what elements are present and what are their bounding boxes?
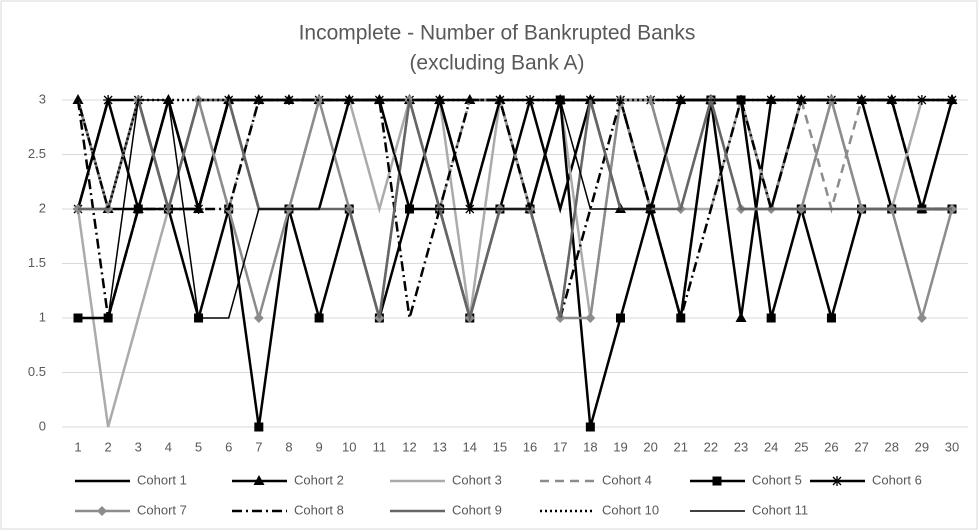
- legend-label: Cohort 2: [294, 472, 344, 487]
- marker: [766, 313, 776, 323]
- marker: [676, 313, 686, 323]
- chart-subtitle: (excluding Bank A): [409, 52, 584, 75]
- marker: [193, 204, 204, 214]
- marker: [494, 95, 505, 105]
- marker: [585, 422, 595, 432]
- x-tick-label: 13: [432, 439, 446, 454]
- x-tick-label: 1: [74, 439, 81, 454]
- legend-label: Cohort 11: [752, 502, 808, 517]
- x-tick-label: 28: [884, 439, 898, 454]
- marker: [645, 95, 656, 105]
- legend-marker: [253, 475, 265, 485]
- legend-label: Cohort 7: [137, 502, 187, 517]
- marker: [103, 95, 114, 105]
- x-tick-label: 10: [342, 439, 356, 454]
- marker: [735, 312, 747, 322]
- x-tick-label: 3: [135, 439, 142, 454]
- x-tick-label: 17: [553, 439, 567, 454]
- x-tick-label: 12: [402, 439, 416, 454]
- marker: [254, 422, 264, 432]
- x-tick-label: 2: [105, 439, 112, 454]
- x-tick-label: 25: [794, 439, 808, 454]
- legend-label: Cohort 1: [137, 472, 187, 487]
- legend-label: Cohort 4: [602, 472, 652, 487]
- marker: [253, 313, 264, 323]
- x-tick-label: 7: [255, 439, 262, 454]
- y-tick-label: 1.5: [28, 255, 46, 270]
- x-tick-label: 30: [945, 439, 959, 454]
- x-tick-label: 9: [315, 439, 322, 454]
- legend-marker: [712, 476, 722, 486]
- x-tick-label: 6: [225, 439, 232, 454]
- marker: [615, 313, 625, 323]
- legend-label: Cohort 6: [872, 472, 922, 487]
- legend-label: Cohort 9: [452, 502, 502, 517]
- x-tick-label: 15: [493, 439, 507, 454]
- series-line: [76, 98, 952, 214]
- legend-marker: [832, 476, 842, 486]
- y-tick-label: 3: [39, 91, 46, 106]
- series-line: [78, 97, 952, 319]
- x-tick-label: 26: [824, 439, 838, 454]
- legend-marker: [97, 506, 107, 516]
- x-tick-label: 29: [915, 439, 929, 454]
- x-tick-label: 20: [643, 439, 657, 454]
- chart-title: Incomplete - Number of Bankrupted Banks: [299, 22, 696, 45]
- marker: [826, 313, 836, 323]
- marker: [434, 95, 445, 105]
- x-tick-label: 14: [463, 439, 477, 454]
- y-tick-label: 1: [39, 309, 46, 324]
- y-tick-label: 2: [39, 200, 46, 215]
- legend-label: Cohort 10: [602, 502, 659, 517]
- x-tick-label: 16: [523, 439, 537, 454]
- marker: [314, 95, 325, 105]
- x-tick-label: 5: [195, 439, 202, 454]
- x-tick-label: 21: [674, 439, 688, 454]
- legend-label: Cohort 3: [452, 472, 502, 487]
- marker: [314, 313, 324, 323]
- legend-label: Cohort 5: [752, 472, 802, 487]
- x-tick-label: 11: [373, 439, 387, 454]
- x-tick-label: 19: [613, 439, 627, 454]
- marker: [72, 94, 84, 104]
- x-tick-label: 8: [285, 439, 292, 454]
- x-tick-label: 22: [704, 439, 718, 454]
- marker: [585, 313, 596, 323]
- x-tick-label: 18: [583, 439, 597, 454]
- y-tick-label: 2.5: [28, 146, 46, 161]
- y-tick-label: 0: [39, 418, 46, 433]
- marker: [916, 313, 927, 323]
- x-tick-label: 4: [165, 439, 172, 454]
- x-tick-label: 23: [734, 439, 748, 454]
- legend-label: Cohort 8: [294, 502, 344, 517]
- marker: [133, 204, 143, 214]
- x-tick-label: 24: [764, 439, 778, 454]
- y-tick-label: 0.5: [28, 364, 46, 379]
- x-tick-label: 27: [854, 439, 868, 454]
- marker: [525, 95, 536, 105]
